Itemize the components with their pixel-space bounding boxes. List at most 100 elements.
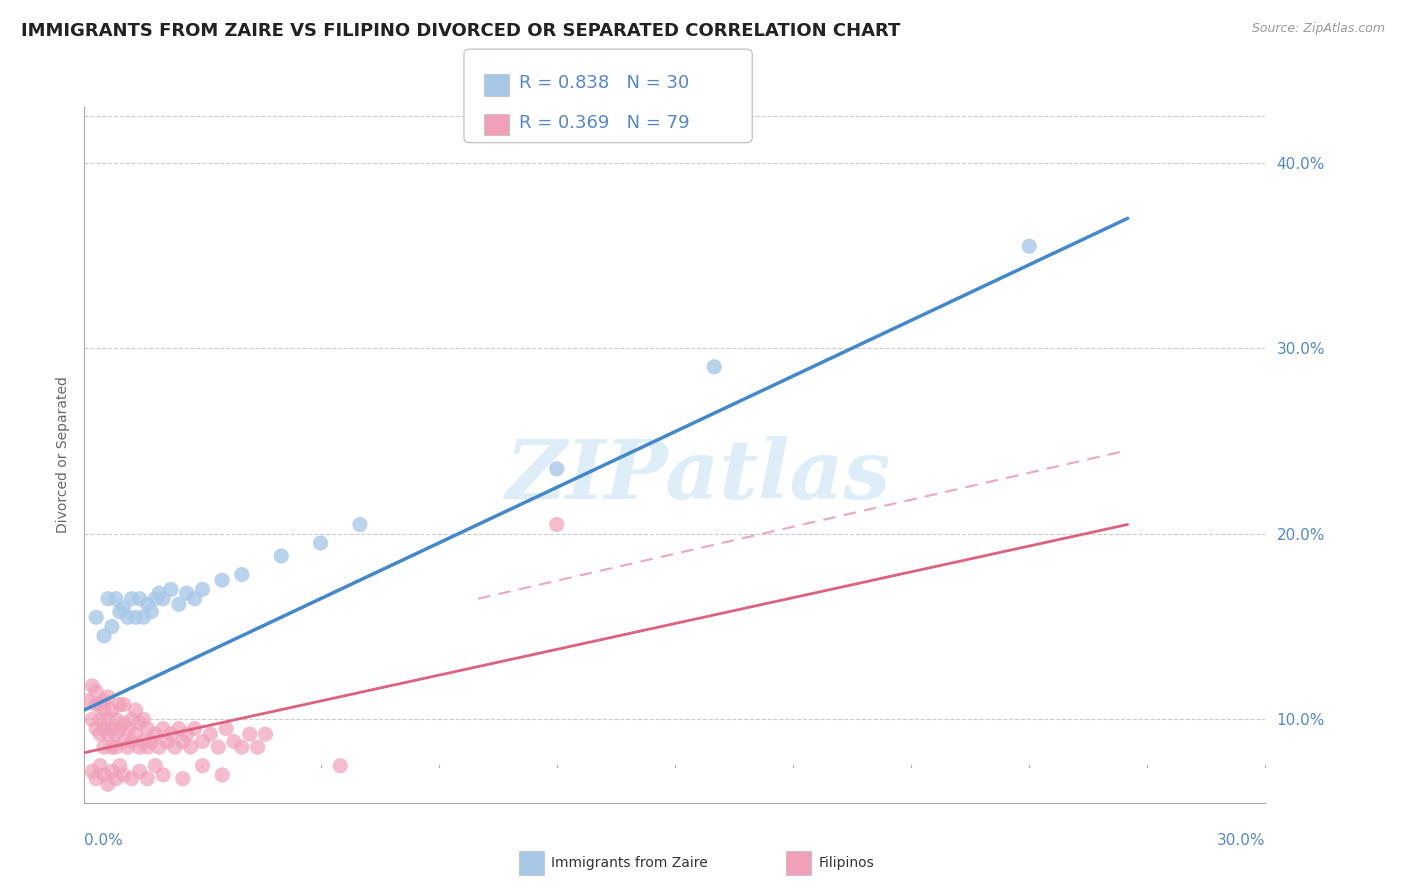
Point (703, 359, 725, 374)
Point (132, 712, 155, 726)
Point (222, 734, 245, 748)
Point (349, 517, 371, 532)
Point (309, 536, 332, 550)
Point (108, 722, 131, 736)
Point (163, 740, 186, 755)
Point (97, 777, 120, 791)
Point (167, 722, 190, 736)
Point (112, 716, 135, 731)
Point (136, 772, 159, 786)
Point (89, 758, 111, 772)
Point (207, 740, 229, 755)
Point (211, 768, 233, 782)
Point (167, 597, 190, 611)
Point (176, 727, 198, 741)
Point (172, 772, 194, 786)
Point (97, 591, 120, 606)
Point (117, 740, 139, 755)
Text: Immigrants from Zaire: Immigrants from Zaire (551, 856, 707, 871)
Point (89, 698, 111, 712)
Point (108, 605, 131, 619)
Text: 30.0%: 30.0% (1218, 832, 1265, 847)
Point (191, 758, 214, 772)
Text: 0.0%: 0.0% (84, 832, 124, 847)
Point (191, 734, 214, 748)
Point (183, 591, 205, 606)
Point (128, 591, 150, 606)
Point (82, 712, 104, 726)
Point (104, 591, 127, 606)
Point (215, 722, 238, 736)
Point (231, 740, 253, 755)
Point (152, 591, 174, 606)
Point (136, 740, 159, 755)
Point (93, 629, 115, 643)
Point (211, 573, 233, 587)
Point (152, 722, 174, 736)
Point (121, 591, 143, 606)
Point (176, 586, 198, 600)
Point (546, 517, 568, 532)
Point (112, 698, 135, 712)
Point (128, 716, 150, 731)
Point (108, 698, 131, 712)
Point (121, 712, 143, 726)
Point (101, 703, 124, 717)
Point (93, 694, 115, 708)
Point (148, 740, 170, 755)
Point (104, 740, 127, 755)
Point (101, 740, 124, 755)
Point (97, 690, 120, 704)
Point (101, 619, 124, 633)
Point (231, 567, 253, 582)
Point (183, 722, 205, 736)
Point (82, 679, 104, 693)
Point (546, 462, 568, 476)
Point (93, 703, 115, 717)
Point (124, 610, 146, 624)
Point (117, 610, 139, 624)
Point (132, 734, 155, 748)
Text: ZIPatlas: ZIPatlas (506, 436, 891, 516)
Point (254, 727, 277, 741)
Point (180, 740, 202, 755)
Point (93, 768, 115, 782)
Point (329, 758, 352, 772)
Text: Source: ZipAtlas.com: Source: ZipAtlas.com (1251, 22, 1385, 36)
Point (136, 597, 159, 611)
Point (270, 549, 292, 563)
Point (172, 734, 194, 748)
Point (124, 703, 146, 717)
Point (93, 740, 115, 755)
Point (191, 582, 214, 597)
Point (97, 727, 120, 741)
Point (246, 740, 269, 755)
Point (1018, 239, 1040, 253)
Point (82, 764, 104, 779)
Point (152, 768, 174, 782)
Text: R = 0.838   N = 30: R = 0.838 N = 30 (519, 74, 689, 92)
Point (239, 727, 262, 741)
Text: R = 0.369   N = 79: R = 0.369 N = 79 (519, 114, 689, 132)
Y-axis label: Divorced or Separated: Divorced or Separated (56, 376, 70, 533)
Point (136, 722, 159, 736)
Point (128, 764, 150, 779)
Point (121, 734, 143, 748)
Text: IMMIGRANTS FROM ZAIRE VS FILIPINO DIVORCED OR SEPARATED CORRELATION CHART: IMMIGRANTS FROM ZAIRE VS FILIPINO DIVORC… (21, 22, 900, 40)
Point (77, 694, 100, 708)
Point (143, 727, 166, 741)
Point (112, 734, 135, 748)
Point (93, 722, 115, 736)
Point (124, 727, 146, 741)
Point (97, 712, 120, 726)
Point (104, 727, 127, 741)
Point (84, 610, 107, 624)
Point (84, 722, 107, 736)
Point (101, 722, 124, 736)
Text: Filipinos: Filipinos (818, 856, 875, 871)
Point (143, 758, 166, 772)
Point (84, 684, 107, 698)
Point (141, 734, 163, 748)
Point (117, 722, 139, 736)
Point (89, 712, 111, 726)
